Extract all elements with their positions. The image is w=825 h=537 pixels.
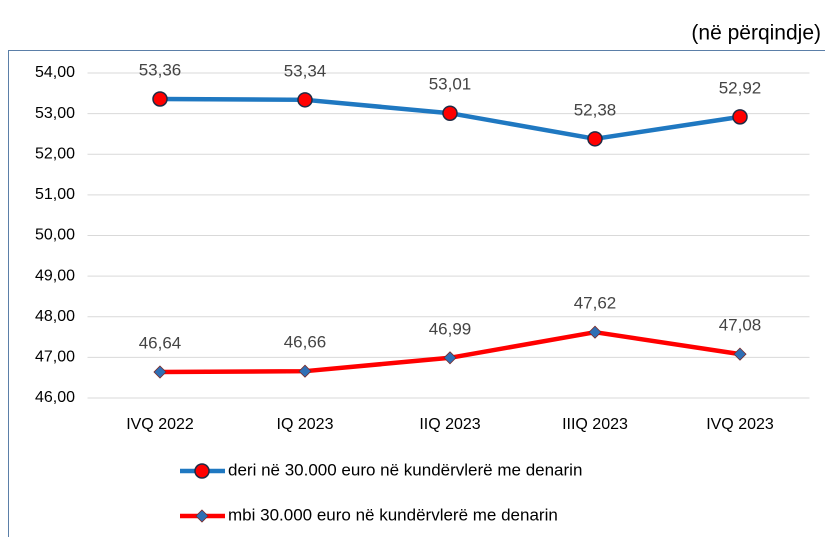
y-tick-label: 49,00 [35,267,75,284]
y-tick-label: 48,00 [35,308,75,325]
data-label: 46,66 [284,333,327,352]
data-label: 52,92 [719,78,762,97]
legend-label: deri në 30.000 euro në kundërvlerë me de… [228,460,582,479]
data-point [443,351,457,365]
data-point [587,131,603,147]
data-label: 53,36 [139,60,182,79]
data-point [588,325,602,339]
y-tick-label: 54,00 [35,64,75,81]
data-point [153,365,167,379]
legend-marker [195,509,209,523]
data-label: 52,38 [574,100,617,119]
y-tick-label: 47,00 [35,349,75,366]
x-tick-label: IQ 2023 [277,416,334,433]
y-tick-label: 50,00 [35,227,75,244]
y-tick-label: 51,00 [35,186,75,203]
data-point [298,364,312,378]
legend-marker [194,463,210,479]
data-label: 47,08 [719,316,762,335]
data-label: 46,64 [139,333,182,352]
data-point [152,91,168,107]
data-point [732,109,748,125]
y-tick-label: 52,00 [35,145,75,162]
data-label: 53,34 [284,61,327,80]
y-tick-label: 46,00 [35,389,75,406]
chart-subtitle: (në përqindje) [691,22,821,45]
data-point [442,105,458,121]
data-point [297,92,313,108]
x-tick-label: IIIQ 2023 [562,416,628,433]
data-label: 47,62 [574,294,617,313]
chart-border [8,50,825,537]
x-tick-label: IVQ 2023 [706,416,774,433]
data-point [733,347,747,361]
legend-label: mbi 30.000 euro në kundërvlerë me denari… [228,505,558,524]
x-tick-label: IIQ 2023 [419,416,480,433]
data-label: 46,99 [429,319,472,338]
x-tick-label: IVQ 2022 [126,416,194,433]
data-label: 53,01 [429,75,472,94]
y-tick-label: 53,00 [35,105,75,122]
